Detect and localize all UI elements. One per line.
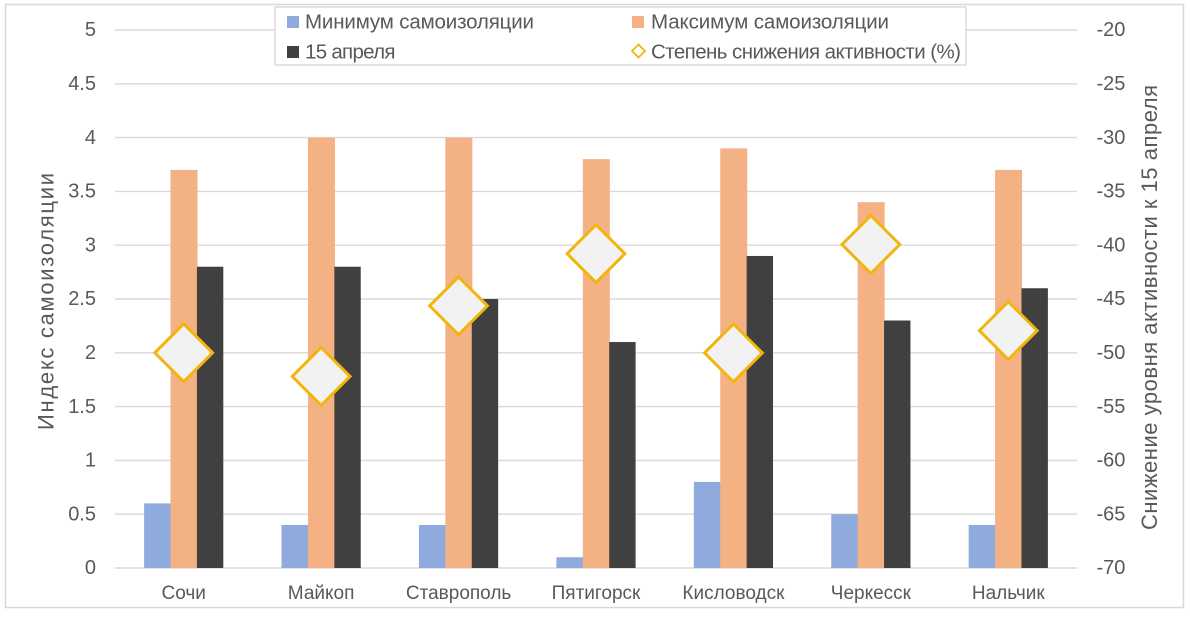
svg-text:3.5: 3.5 (68, 181, 96, 203)
svg-text:-30: -30 (1097, 127, 1126, 149)
svg-text:2.5: 2.5 (68, 288, 96, 310)
svg-text:Сочи: Сочи (162, 583, 206, 604)
svg-text:4: 4 (85, 127, 96, 149)
svg-text:Снижение уровня активности к 1: Снижение уровня активности к 15 апреля (1137, 85, 1162, 530)
svg-text:-70: -70 (1097, 557, 1126, 579)
svg-text:Пятигорск: Пятигорск (552, 583, 641, 604)
svg-text:1.5: 1.5 (68, 396, 96, 418)
svg-text:-40: -40 (1097, 234, 1126, 256)
svg-text:-60: -60 (1097, 450, 1126, 472)
svg-text:0.5: 0.5 (68, 503, 96, 525)
svg-text:Нальчик: Нальчик (972, 583, 1046, 604)
svg-text:Кисловодск: Кисловодск (682, 583, 785, 604)
svg-text:0: 0 (85, 557, 96, 579)
svg-text:15 апреля: 15 апреля (305, 41, 396, 64)
svg-text:-45: -45 (1097, 288, 1126, 310)
svg-text:1: 1 (85, 450, 96, 472)
svg-text:-25: -25 (1097, 73, 1126, 95)
svg-text:3: 3 (85, 234, 96, 256)
svg-text:-65: -65 (1097, 503, 1126, 525)
svg-text:Степень снижения активности (%: Степень снижения активности (%) (651, 41, 961, 64)
svg-text:Черкесск: Черкесск (831, 583, 912, 604)
svg-text:2: 2 (85, 342, 96, 364)
svg-text:Максимум самоизоляции: Максимум самоизоляции (651, 11, 889, 34)
svg-text:-35: -35 (1097, 181, 1126, 203)
svg-text:Майкоп: Майкоп (288, 583, 355, 604)
svg-text:Ставрополь: Ставрополь (406, 583, 512, 604)
svg-text:Индекс самоизоляции: Индекс самоизоляции (34, 173, 59, 430)
svg-text:-50: -50 (1097, 342, 1126, 364)
svg-text:Минимум самоизоляции: Минимум самоизоляции (305, 11, 534, 34)
svg-text:5: 5 (85, 19, 96, 41)
svg-text:-20: -20 (1097, 19, 1126, 41)
svg-text:4.5: 4.5 (68, 73, 96, 95)
svg-text:-55: -55 (1097, 396, 1126, 418)
